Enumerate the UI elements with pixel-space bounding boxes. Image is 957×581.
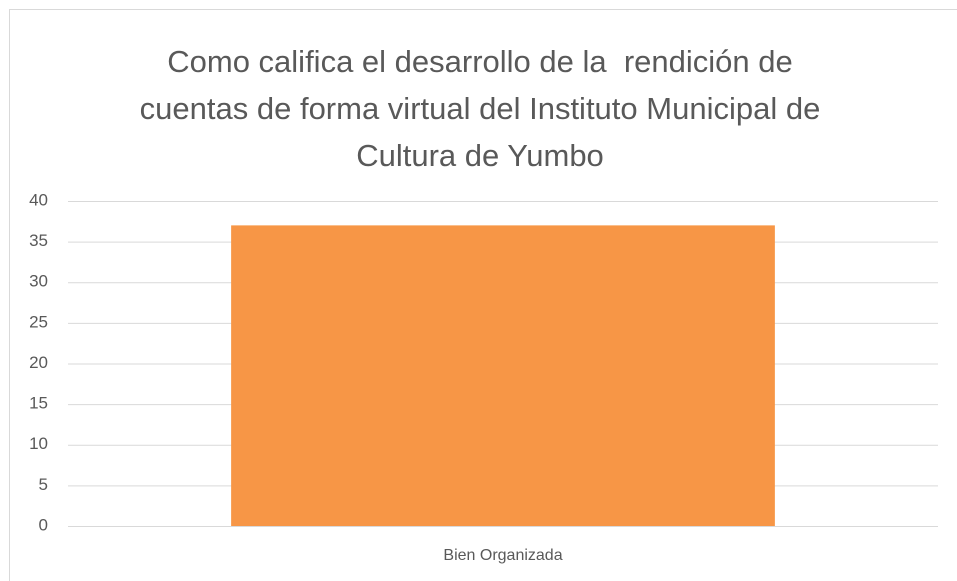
y-tick-label: 30 bbox=[29, 272, 48, 291]
chart-border bbox=[9, 9, 957, 581]
y-tick-label: 10 bbox=[29, 434, 48, 453]
y-tick-label: 20 bbox=[29, 353, 48, 372]
y-tick-label: 40 bbox=[29, 190, 48, 209]
y-tick-label: 35 bbox=[29, 231, 48, 250]
y-tick-label: 5 bbox=[39, 475, 48, 494]
y-tick-label: 15 bbox=[29, 394, 48, 413]
bar bbox=[231, 225, 775, 526]
chart-title: Como califica el desarrollo de la rendic… bbox=[139, 44, 829, 173]
x-tick-label: Bien Organizada bbox=[443, 547, 562, 564]
y-tick-label: 0 bbox=[39, 515, 48, 534]
y-tick-label: 25 bbox=[29, 312, 48, 331]
